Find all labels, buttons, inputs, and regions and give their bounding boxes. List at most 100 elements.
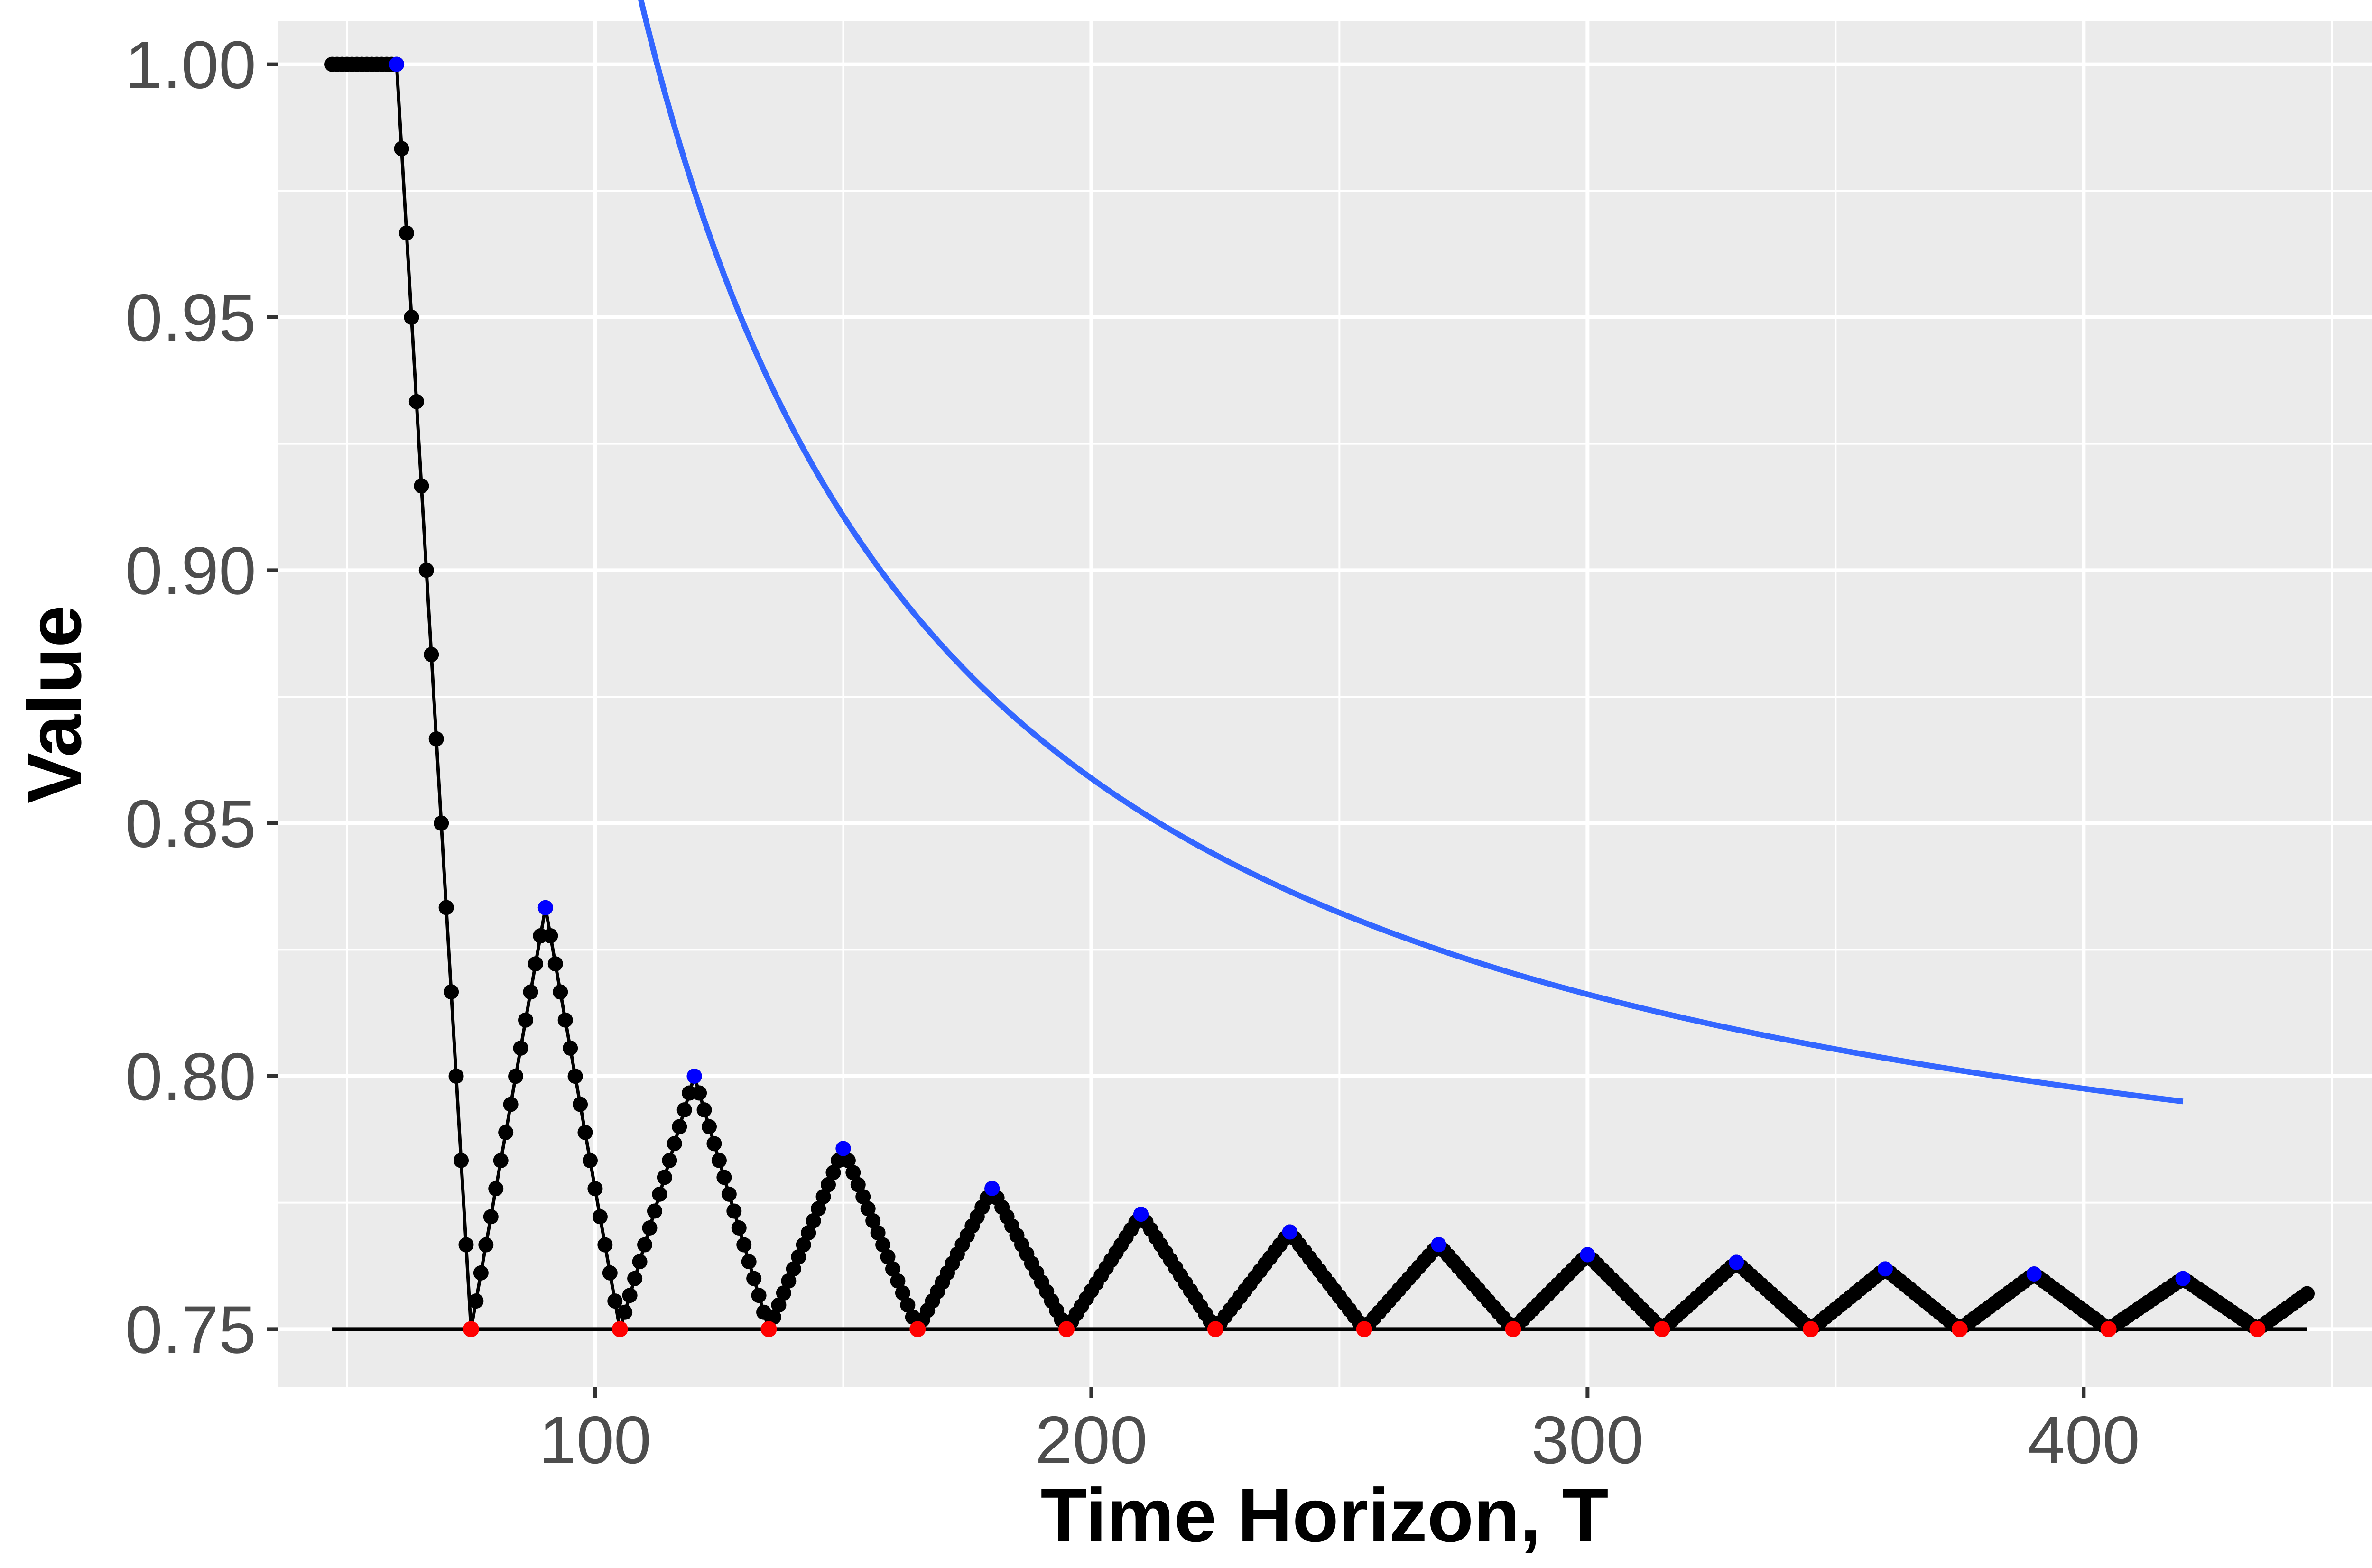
value-point	[627, 1271, 643, 1286]
value-point	[880, 1249, 896, 1265]
value-point	[706, 1136, 722, 1152]
value-point	[597, 1237, 613, 1253]
value-point	[736, 1237, 752, 1253]
value-point	[602, 1265, 618, 1281]
value-point	[553, 984, 568, 1000]
value-point	[543, 928, 558, 944]
value-point	[513, 1040, 528, 1056]
y-axis: 0.75 0.80 0.85 0.90 0.95 1.00	[125, 28, 278, 1367]
value-point	[741, 1254, 757, 1270]
value-point	[701, 1119, 717, 1134]
peak-point	[2026, 1266, 2042, 1282]
value-point	[587, 1181, 603, 1197]
value-point	[855, 1189, 871, 1205]
value-point	[860, 1201, 876, 1217]
x-tick-label: 300	[1531, 1402, 1644, 1478]
value-point	[885, 1261, 901, 1277]
trough-point	[1058, 1321, 1075, 1337]
value-point	[766, 1309, 781, 1325]
peak-point	[984, 1181, 1000, 1196]
value-point	[528, 956, 543, 972]
y-tick-label: 0.85	[125, 786, 256, 862]
trough-point	[1356, 1321, 1372, 1337]
trough-point	[1803, 1321, 1819, 1337]
value-point	[726, 1203, 742, 1219]
value-point	[473, 1265, 489, 1281]
value-point	[647, 1203, 662, 1219]
value-point	[394, 141, 409, 157]
value-point	[840, 1153, 856, 1168]
value-point	[781, 1273, 797, 1289]
points-layer	[324, 56, 2315, 1337]
value-point	[731, 1220, 747, 1236]
trough-point	[1505, 1321, 1521, 1337]
value-point	[890, 1273, 906, 1289]
trough-point	[612, 1321, 628, 1337]
value-point	[662, 1153, 677, 1168]
value-point	[786, 1261, 801, 1277]
value-point	[573, 1097, 588, 1112]
value-point	[448, 1069, 464, 1084]
value-point	[444, 984, 459, 1000]
value-point	[900, 1297, 916, 1313]
value-point	[657, 1170, 672, 1185]
peak-point	[2175, 1271, 2191, 1286]
value-point	[815, 1189, 831, 1205]
value-point	[563, 1040, 578, 1056]
value-point	[721, 1186, 737, 1202]
peak-point	[537, 900, 553, 915]
value-point	[776, 1285, 791, 1301]
trough-point	[2100, 1321, 2117, 1337]
peak-point	[1431, 1237, 1446, 1253]
value-point	[791, 1249, 806, 1265]
value-point	[637, 1237, 653, 1253]
x-axis: 100 200 300 400	[539, 1387, 2140, 1478]
value-point	[408, 394, 424, 409]
value-point	[488, 1181, 504, 1197]
plot-panel	[278, 21, 2372, 1387]
value-point	[2299, 1286, 2315, 1301]
value-point	[458, 1237, 474, 1253]
value-point	[592, 1209, 608, 1225]
y-tick-label: 0.90	[125, 533, 256, 609]
peak-point	[1133, 1207, 1149, 1222]
value-point	[508, 1069, 524, 1084]
peak-point	[1580, 1247, 1595, 1263]
trough-point	[760, 1321, 777, 1337]
trough-point	[463, 1321, 479, 1337]
value-point	[711, 1153, 727, 1168]
peak-point	[389, 56, 405, 72]
peak-point	[686, 1069, 702, 1084]
value-point	[875, 1237, 891, 1253]
peak-point	[1282, 1224, 1297, 1240]
value-point	[622, 1288, 638, 1303]
value-point	[870, 1225, 886, 1241]
value-point	[845, 1165, 861, 1181]
value-point	[895, 1285, 910, 1301]
value-point	[676, 1102, 692, 1118]
y-tick-label: 0.80	[125, 1039, 256, 1115]
value-point	[418, 563, 434, 578]
value-point	[414, 478, 429, 494]
trough-point	[1951, 1321, 1968, 1337]
value-point	[811, 1201, 826, 1217]
peak-point	[1877, 1261, 1893, 1277]
value-point	[850, 1177, 866, 1192]
value-point	[398, 225, 414, 241]
value-point	[518, 1012, 533, 1028]
value-point	[582, 1153, 598, 1168]
value-point	[692, 1085, 707, 1101]
value-point	[617, 1304, 633, 1320]
value-point	[434, 815, 449, 831]
value-point	[696, 1102, 712, 1118]
value-point	[438, 900, 454, 915]
x-axis-title: Time Horizon, T	[1040, 1473, 1608, 1558]
trough-point	[909, 1321, 926, 1337]
value-point	[523, 984, 538, 1000]
value-point	[483, 1209, 499, 1225]
y-axis-title: Value	[12, 605, 97, 803]
value-point	[806, 1213, 821, 1228]
x-tick-label: 200	[1035, 1402, 1148, 1478]
x-tick-label: 400	[2028, 1402, 2140, 1478]
value-point	[428, 731, 444, 747]
